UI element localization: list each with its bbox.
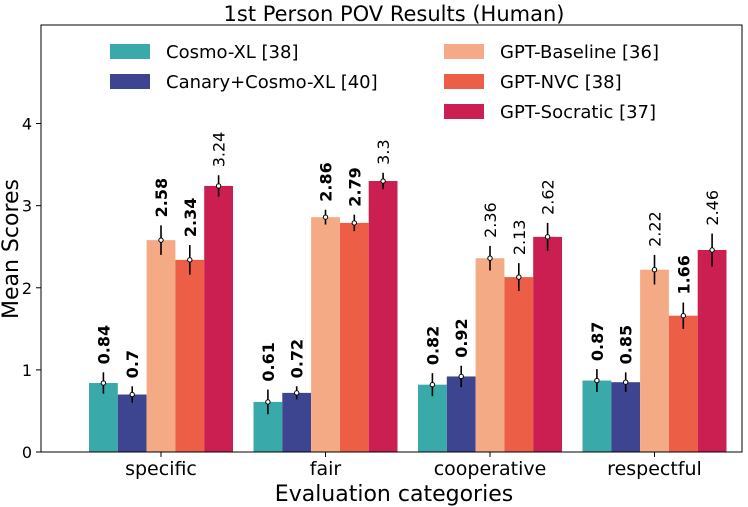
legend-label: GPT-Socratic [37] [500,102,656,123]
legend-swatch [110,74,150,89]
x-tick-label: specific [125,458,197,480]
bar [175,259,205,452]
mean-marker [516,274,522,280]
bar [282,392,312,452]
mean-marker [487,255,493,261]
data-label: 3.24 [210,132,229,168]
y-tick-label: 0 [22,443,32,462]
data-label: 0.72 [288,339,307,378]
bar [368,181,398,452]
mean-marker [215,183,222,189]
mean-marker [187,257,193,263]
mean-marker [429,381,436,388]
legend-label: Canary+Cosmo-XL [40] [166,72,378,93]
bar [697,249,727,452]
mean-marker [129,391,135,398]
bar [640,269,669,452]
legend-label: Cosmo-XL [38] [166,42,298,63]
bar [504,277,534,452]
mean-marker [651,267,658,273]
data-label: 0.61 [259,342,278,381]
mean-marker [594,377,600,384]
data-label: 2.62 [539,179,558,215]
y-axis-label: Mean Scores [0,179,24,319]
bar [582,380,612,452]
mean-marker [100,380,107,386]
data-label: 3.3 [374,139,393,164]
data-label: 0.7 [123,350,142,378]
data-label: 2.46 [703,190,722,226]
x-tick-label: respectful [607,458,702,480]
mean-marker [680,312,686,319]
mean-marker [351,220,357,226]
y-tick-label: 2 [22,279,32,298]
bar [611,382,641,452]
data-label: 2.86 [317,162,336,201]
data-labels-layer: 0.84 0.61 0.82 0.87 0.7 0.72 0.92 0.85 2.58 2.86 2… [94,132,722,382]
x-tick-label: cooperative [434,458,547,480]
mean-marker [380,178,386,184]
mean-marker [709,247,715,253]
bar [668,315,698,452]
data-label: 2.79 [345,167,364,206]
bar [146,240,176,452]
legend-label: GPT-NVC [38] [500,72,622,93]
data-label: 2.58 [152,178,171,217]
mean-marker [623,379,629,385]
x-tick-label: fair [310,458,342,480]
legend-swatch [110,44,150,59]
mean-marker [322,214,329,220]
bar [89,383,118,452]
bar [311,217,340,452]
legend-swatch [444,44,484,59]
data-label: 2.13 [510,220,529,256]
bar [475,258,505,452]
legend-label: GPT-Baseline [36] [500,42,659,63]
data-label: 0.82 [423,326,442,365]
mean-marker [458,373,464,380]
mean-marker [158,237,164,243]
bars-layer [89,181,727,452]
mean-marker [544,234,551,240]
bar [339,222,369,452]
data-label: 2.22 [646,211,665,247]
bar [446,376,476,452]
data-label: 0.85 [617,325,636,364]
bar [533,236,562,452]
x-axis-label: Evaluation categories [275,482,513,507]
plot-frame [40,24,743,453]
y-tick-label: 3 [22,197,32,216]
legend-swatch [444,74,484,89]
data-label: 0.84 [94,325,113,364]
mean-marker [294,390,300,396]
y-tick-label: 4 [22,115,32,134]
legend-swatch [444,104,484,119]
chart-title: 1st Person POV Results (Human) [224,2,565,26]
axis-ticks: 0 1 2 3 4 specific fair cooperative respectful [22,115,702,480]
data-label: 2.36 [481,202,500,238]
y-tick-label: 1 [22,361,32,380]
data-label: 1.66 [674,255,693,294]
data-label: 0.92 [452,318,471,357]
bar [117,394,147,452]
data-label: 0.87 [588,322,607,361]
data-label: 2.34 [181,198,200,237]
error-bars-layer [100,172,715,415]
bar [204,185,233,452]
legend: Cosmo-XL [38] Canary+Cosmo-XL [40] GPT-Bas… [110,42,659,123]
mean-marker [265,399,271,405]
